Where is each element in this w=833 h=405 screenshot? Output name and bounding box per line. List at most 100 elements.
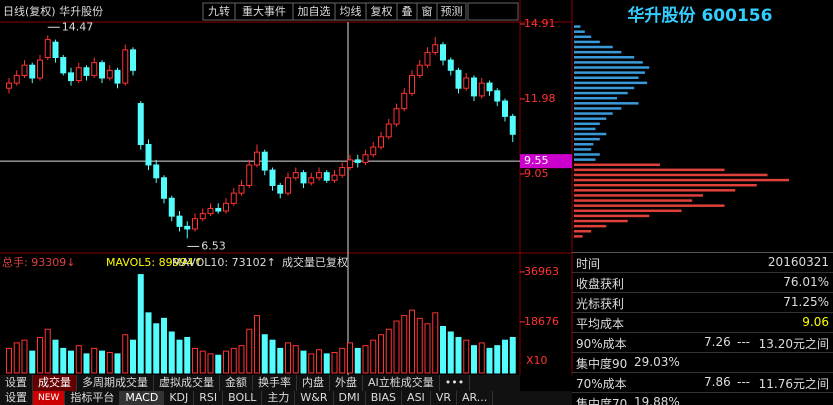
candle-body bbox=[199, 213, 206, 220]
volume-bar bbox=[161, 317, 167, 374]
chip-bar bbox=[574, 91, 628, 95]
y-tick-label: 36963 bbox=[524, 265, 559, 278]
volume-bar bbox=[215, 354, 222, 374]
candle-body bbox=[440, 44, 446, 61]
candle-body bbox=[261, 151, 268, 171]
cost-low: 7.26 bbox=[704, 335, 731, 349]
button-label: 叠 bbox=[402, 5, 413, 18]
tab[interactable]: RSI bbox=[194, 391, 224, 405]
tab[interactable]: 主力 bbox=[262, 391, 296, 405]
chip-bar bbox=[574, 96, 617, 100]
chip-bar bbox=[574, 50, 622, 54]
cost-high: 11.76元之间 bbox=[758, 377, 829, 391]
tab[interactable]: 设置 bbox=[0, 391, 33, 405]
tab[interactable]: NEW bbox=[33, 391, 66, 405]
button-label: 复权 bbox=[371, 4, 393, 18]
candle-body bbox=[168, 197, 175, 217]
tab[interactable]: 换手率 bbox=[253, 375, 297, 391]
tab[interactable]: AR... bbox=[457, 391, 494, 405]
volume-bar bbox=[153, 323, 160, 374]
cost-sep: --- bbox=[737, 375, 750, 389]
tab[interactable]: KDJ bbox=[164, 391, 195, 405]
tab[interactable]: ••• bbox=[440, 375, 471, 391]
volume-bar bbox=[145, 312, 152, 374]
volume-legend: 总手: 93309↓ bbox=[2, 255, 75, 269]
tab[interactable]: 成交量 bbox=[33, 375, 77, 391]
chip-bar bbox=[574, 35, 592, 39]
volume-bar bbox=[385, 328, 392, 374]
volume-bar bbox=[68, 350, 74, 374]
icon-group[interactable] bbox=[467, 2, 519, 21]
volume-bar bbox=[130, 339, 136, 374]
volume-bar bbox=[292, 345, 299, 374]
chip-bar bbox=[574, 148, 592, 151]
candle-body bbox=[362, 154, 369, 163]
candle-body bbox=[6, 82, 12, 89]
volume-bar bbox=[184, 336, 191, 374]
volume-legend: MAVOL10: 73102↑ bbox=[172, 256, 276, 269]
conc-value: 19.88% bbox=[634, 395, 680, 405]
tab[interactable]: AI立桩成交量 bbox=[363, 375, 440, 391]
volume-bar bbox=[44, 328, 51, 374]
candle-body bbox=[486, 82, 493, 92]
tab[interactable]: VR bbox=[431, 391, 457, 405]
tab[interactable]: MACD bbox=[120, 391, 165, 405]
candle-body bbox=[401, 92, 408, 110]
tab[interactable]: 指标平台 bbox=[65, 391, 121, 405]
candle-body bbox=[471, 77, 477, 97]
candle-body bbox=[339, 167, 346, 176]
chip-bar bbox=[574, 30, 585, 33]
tab[interactable]: ASI bbox=[402, 391, 431, 405]
button[interactable] bbox=[436, 2, 467, 21]
chip-bar bbox=[574, 117, 607, 120]
candle-body bbox=[238, 184, 245, 194]
volume-bar bbox=[478, 342, 485, 374]
candle-body bbox=[370, 146, 377, 156]
tab[interactable]: 虚拟成交量 bbox=[154, 375, 220, 391]
chip-bar bbox=[574, 71, 645, 74]
volume-bar bbox=[463, 339, 470, 374]
chip-bar bbox=[574, 204, 725, 207]
chip-bar bbox=[574, 86, 635, 90]
chip-bar bbox=[574, 61, 643, 64]
cursor-label: 9.55 bbox=[524, 154, 549, 167]
chip-bar bbox=[574, 143, 594, 146]
candle-body bbox=[269, 169, 276, 186]
candle-body bbox=[223, 202, 229, 212]
volume-bar bbox=[370, 339, 377, 374]
candle-body bbox=[494, 90, 501, 102]
volume-bar bbox=[393, 320, 400, 374]
info-label: 收盘获利 bbox=[576, 277, 625, 291]
volume-bar bbox=[509, 336, 516, 374]
tab-row: 设置 NEW 指标平台 MACD KDJ RSI BOLL 主力 W&R DMI BIAS ASI VR… bbox=[0, 391, 572, 405]
volume-bar bbox=[486, 347, 493, 374]
candle-body bbox=[29, 64, 36, 79]
y-tick-label: 11.98 bbox=[524, 92, 556, 105]
chart-title: 日线(复权) 华升股份 bbox=[3, 4, 103, 18]
tab[interactable]: BOLL bbox=[223, 391, 263, 405]
tab[interactable]: BIAS bbox=[366, 391, 403, 405]
button-label: 加自选 bbox=[298, 5, 331, 18]
candle-body bbox=[447, 59, 454, 71]
tab[interactable]: W&R bbox=[295, 391, 334, 405]
candle-body bbox=[502, 100, 508, 117]
chip-bar bbox=[574, 235, 583, 238]
tab[interactable]: 外盘 bbox=[330, 375, 363, 391]
chip-bar bbox=[574, 66, 650, 69]
volume-bar bbox=[339, 347, 346, 374]
candle-body bbox=[184, 225, 191, 230]
candle-body bbox=[153, 164, 160, 179]
tab[interactable]: 多周期成交量 bbox=[77, 375, 154, 391]
volume-bar bbox=[432, 312, 439, 374]
tab[interactable]: DMI bbox=[334, 391, 366, 405]
tab[interactable]: 设置 bbox=[0, 375, 33, 391]
volume-bar bbox=[316, 349, 322, 374]
tab[interactable]: 内盘 bbox=[297, 375, 330, 391]
chip-bar bbox=[574, 178, 789, 182]
volume-bar bbox=[471, 345, 477, 374]
chip-bar bbox=[574, 199, 693, 202]
candle-body bbox=[114, 69, 121, 84]
tab[interactable]: 金额 bbox=[220, 375, 253, 391]
volume-bar bbox=[502, 339, 508, 374]
volume-bar bbox=[83, 353, 90, 374]
